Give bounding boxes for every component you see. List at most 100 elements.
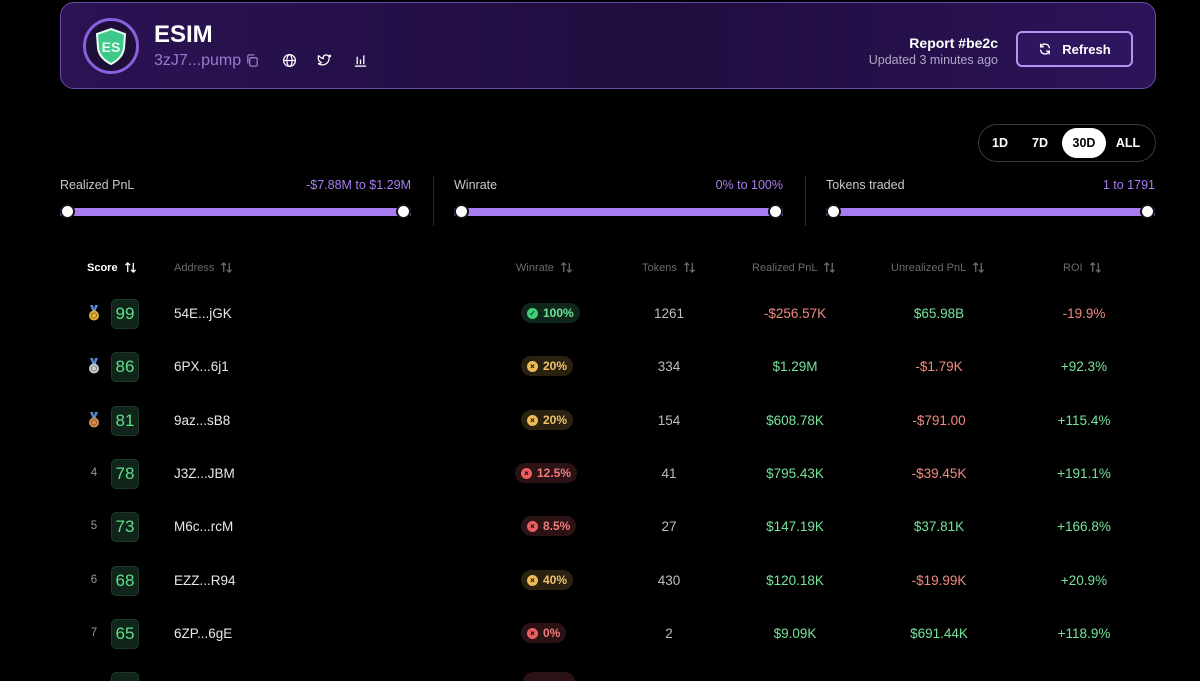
winrate-value: 100% bbox=[543, 306, 574, 320]
refresh-button[interactable]: Refresh bbox=[1016, 31, 1133, 67]
wallet-address[interactable]: 54E...jGK bbox=[174, 306, 232, 321]
slider-track[interactable] bbox=[454, 208, 783, 216]
winrate-badge: × 12.5% bbox=[515, 463, 578, 483]
slider-track[interactable] bbox=[826, 208, 1155, 216]
filter-range: 1 to 1791 bbox=[1102, 178, 1155, 192]
silver-medal-icon bbox=[89, 358, 99, 374]
column-label: Unrealized PnL bbox=[891, 261, 967, 274]
slider-max-handle[interactable] bbox=[768, 204, 783, 219]
tokens-count: 41 bbox=[661, 466, 677, 481]
column-header-tokens[interactable]: Tokens bbox=[642, 261, 696, 274]
slider-min-handle[interactable] bbox=[60, 204, 75, 219]
winrate-value: 12.5% bbox=[537, 466, 572, 480]
token-logo: ES bbox=[83, 18, 139, 74]
winrate-status-icon: × bbox=[527, 520, 538, 532]
realized-pnl-value: $795.43K bbox=[766, 466, 824, 481]
token-name: ESIM bbox=[154, 21, 213, 48]
refresh-icon bbox=[1040, 43, 1051, 55]
column-header-winrate[interactable]: Winrate bbox=[516, 261, 573, 274]
time-range-1d[interactable]: 1D bbox=[992, 136, 1008, 150]
gold-medal-icon bbox=[89, 305, 99, 321]
rank-number: 7 bbox=[90, 627, 98, 639]
svg-text:ES: ES bbox=[102, 39, 121, 55]
globe-icon[interactable] bbox=[280, 51, 298, 69]
table-row[interactable]: 86 6PX...6j1 × 20% 334 $1.29M -$1.79K +92.3% bbox=[60, 340, 1156, 393]
unrealized-pnl-value: -$39.45K bbox=[911, 466, 967, 481]
sort-icon bbox=[124, 261, 136, 274]
unrealized-pnl-value: $691.44K bbox=[910, 626, 968, 641]
wallet-address[interactable]: 6ZP...6gE bbox=[174, 626, 233, 641]
filter-range: 0% to 100% bbox=[715, 178, 783, 192]
report-updated: Updated 3 minutes ago bbox=[868, 53, 998, 67]
winrate-value: 8.5% bbox=[543, 519, 571, 533]
winrate-status-icon: ✓ bbox=[527, 307, 538, 319]
column-header-realized-pnl[interactable]: Realized PnL bbox=[752, 261, 836, 274]
winrate-value: 20% bbox=[543, 413, 568, 427]
score-box: 78 bbox=[111, 459, 139, 489]
table-row[interactable]: 99 54E...jGK ✓ 100% 1261 -$256.57K $65.98B -19.… bbox=[60, 287, 1156, 340]
report-title: Report #be2c bbox=[909, 35, 998, 51]
winrate-status-icon: × bbox=[527, 627, 538, 639]
shield-logo-icon: ES bbox=[95, 27, 127, 66]
table-row-partial[interactable] bbox=[60, 668, 1156, 681]
tokens-count: 430 bbox=[657, 573, 681, 588]
roi-value: -19.9% bbox=[1062, 306, 1106, 321]
slider-min-handle[interactable] bbox=[454, 204, 469, 219]
slider-max-handle[interactable] bbox=[396, 204, 411, 219]
column-header-address[interactable]: Address bbox=[174, 261, 233, 274]
score-box bbox=[111, 672, 139, 681]
slider-max-handle[interactable] bbox=[1140, 204, 1155, 219]
table-row[interactable]: 5 73 M6c...rcM × 8.5% 27 $147.19K $37.81K +166.8… bbox=[60, 500, 1156, 553]
realized-pnl-value: $608.78K bbox=[766, 413, 824, 428]
time-range-30d[interactable]: 30D bbox=[1062, 128, 1106, 158]
score-box: 65 bbox=[111, 619, 139, 649]
sort-icon bbox=[683, 261, 695, 274]
rank-number: 5 bbox=[90, 520, 98, 532]
table-row[interactable]: 4 78 J3Z...JBM × 12.5% 41 $795.43K -$39.45K +191… bbox=[60, 447, 1156, 500]
column-label: Tokens bbox=[642, 261, 677, 274]
wallet-address[interactable]: M6c...rcM bbox=[174, 519, 234, 534]
score-box: 86 bbox=[111, 352, 139, 382]
filter-divider bbox=[433, 176, 434, 226]
chart-icon[interactable] bbox=[351, 51, 369, 69]
sort-icon bbox=[1089, 261, 1101, 274]
column-header-score[interactable]: Score bbox=[87, 261, 137, 274]
tokens-count: 334 bbox=[657, 359, 681, 374]
token-address[interactable]: 3zJ7...pump bbox=[154, 52, 242, 69]
copy-icon[interactable] bbox=[243, 51, 261, 69]
winrate-status-icon: × bbox=[527, 574, 538, 586]
realized-pnl-value: $1.29M bbox=[772, 359, 818, 374]
wallet-address[interactable]: 9az...sB8 bbox=[174, 413, 231, 428]
wallet-address[interactable]: EZZ...R94 bbox=[174, 573, 236, 588]
table-row[interactable]: 7 65 6ZP...6gE × 0% 2 $9.09K $691.44K +118.9% bbox=[60, 607, 1156, 660]
wallet-address[interactable]: 6PX...6j1 bbox=[174, 359, 229, 374]
winrate-badge bbox=[523, 672, 575, 681]
winrate-badge: × 40% bbox=[521, 570, 574, 590]
realized-pnl-value: -$256.57K bbox=[763, 306, 827, 321]
realized-pnl-value: $9.09K bbox=[773, 626, 817, 641]
score-box: 73 bbox=[111, 512, 139, 542]
sort-icon bbox=[221, 261, 233, 274]
column-header-roi[interactable]: ROI bbox=[1063, 261, 1102, 274]
tokens-count: 1261 bbox=[653, 306, 685, 321]
tokens-count: 27 bbox=[661, 519, 677, 534]
roi-value: +92.3% bbox=[1060, 359, 1108, 374]
table-row[interactable]: 81 9az...sB8 × 20% 154 $608.78K -$791.00 +115.4… bbox=[60, 394, 1156, 447]
slider-min-handle[interactable] bbox=[826, 204, 841, 219]
column-header-unrealized-pnl[interactable]: Unrealized PnL bbox=[891, 261, 985, 274]
twitter-icon[interactable] bbox=[315, 51, 333, 69]
slider-track[interactable] bbox=[60, 208, 411, 216]
winrate-value: 40% bbox=[543, 573, 568, 587]
winrate-badge: × 8.5% bbox=[521, 516, 577, 536]
wallet-address[interactable]: J3Z...JBM bbox=[174, 466, 235, 481]
winrate-badge: × 20% bbox=[521, 356, 574, 376]
winrate-badge: × 20% bbox=[521, 410, 574, 430]
table-row[interactable]: 6 68 EZZ...R94 × 40% 430 $120.18K -$19.99K +20.9… bbox=[60, 554, 1156, 607]
winrate-badge: × 0% bbox=[521, 623, 567, 643]
column-label: ROI bbox=[1063, 261, 1083, 274]
time-range-7d[interactable]: 7D bbox=[1032, 136, 1048, 150]
time-range-all[interactable]: ALL bbox=[1115, 136, 1141, 150]
winrate-badge: ✓ 100% bbox=[521, 303, 580, 323]
winrate-status-icon: × bbox=[527, 414, 538, 426]
filter-label: Winrate bbox=[454, 178, 498, 192]
